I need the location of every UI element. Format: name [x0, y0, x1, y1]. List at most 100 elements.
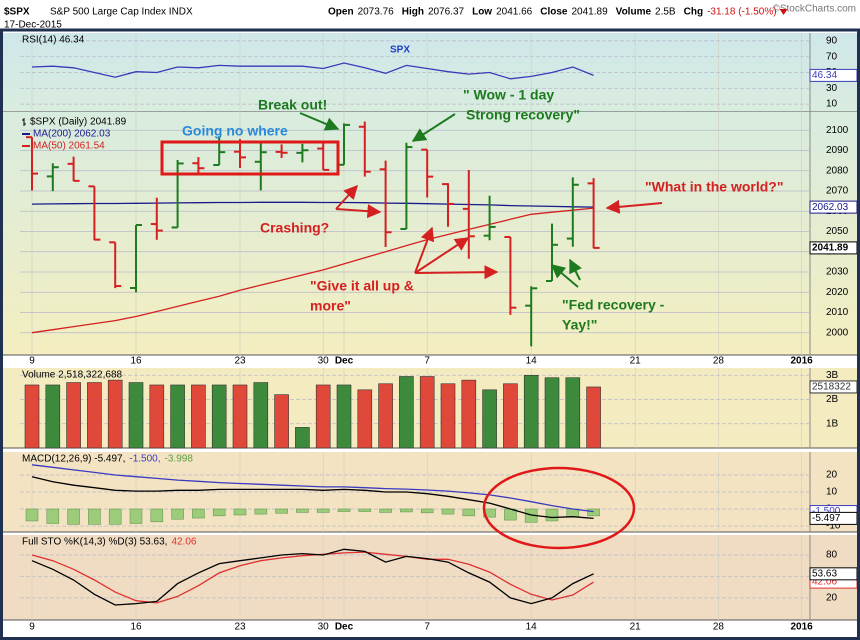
- x-tick-label: 21: [630, 356, 642, 367]
- series-line: [31, 201, 594, 208]
- last-value-label: 2518322: [812, 382, 851, 393]
- arrow: [299, 112, 340, 131]
- x-tick-label: 30: [318, 356, 330, 367]
- annotation: Crashing?: [260, 220, 329, 236]
- histogram-bar: [358, 508, 372, 512]
- annotation: Strong recovery": [466, 107, 580, 123]
- histogram-bar: [88, 508, 101, 525]
- y-tick-label: 10: [826, 99, 838, 110]
- annotation: " Wow - 1 day: [463, 87, 554, 103]
- y-tick-label: 2070: [826, 186, 849, 197]
- volume-bar: [211, 384, 227, 449]
- y-tick-label: -10: [826, 521, 841, 532]
- x-tick-label: 28: [713, 356, 725, 367]
- quote-value: 2041.89: [571, 7, 608, 18]
- volume-bar: [87, 382, 102, 449]
- histogram-bar: [316, 508, 330, 513]
- annotation: Yay!": [562, 317, 597, 333]
- last-value-label: 42.06: [812, 577, 837, 588]
- volume-bar: [274, 394, 289, 449]
- volume-bar: [440, 383, 456, 449]
- volume-bar: [45, 384, 61, 449]
- x-tick-label: 23: [234, 356, 246, 367]
- histogram-bar: [171, 508, 184, 520]
- volume-bar: [107, 379, 123, 449]
- quote-label: Low: [472, 7, 492, 18]
- arrow: [411, 113, 456, 142]
- panel-label: -1.500,: [129, 454, 160, 465]
- arrow: [335, 184, 358, 210]
- down-triangle: [779, 9, 788, 15]
- histogram-bar: [587, 508, 600, 517]
- volume-bar: [253, 382, 269, 449]
- last-value-label: 53.63: [812, 568, 837, 579]
- panel-background: [3, 535, 858, 620]
- y-tick-label: 1B: [826, 418, 839, 429]
- volume-bar: [523, 374, 539, 449]
- quote-label: High: [402, 7, 424, 18]
- panel-label: RSI(14) 46.34: [22, 35, 85, 46]
- annotations: SPX Break out! " Wow - 1 day Strong reco…: [160, 45, 783, 550]
- panel-label: Full STO %K(14,3) %D(3) 53.63,: [22, 537, 167, 548]
- quote-value: -31.18 (-1.50%): [707, 7, 776, 18]
- histogram-bar: [545, 508, 559, 522]
- plot-area: 1030507090RSI(14) 46.3420002010202020302…: [3, 33, 858, 637]
- annotation: more": [310, 298, 351, 314]
- quote-value: 2073.76: [358, 7, 395, 18]
- x-tick-label: 9: [29, 356, 35, 367]
- histogram-bar: [400, 508, 413, 513]
- histogram-bar: [108, 508, 122, 525]
- x-tick-label: 30: [318, 622, 330, 633]
- y-tick-label: 90: [826, 36, 838, 47]
- volume-bar: [170, 384, 185, 449]
- y-tick-label: 10: [826, 487, 838, 498]
- volume-bar: [191, 384, 206, 449]
- axis-band: [3, 620, 858, 637]
- series-line: [31, 551, 594, 604]
- chart-title: SPX: [390, 45, 410, 56]
- annotation: "What in the world?": [645, 179, 783, 195]
- arrow: [414, 265, 499, 280]
- highlight-ellipse: [482, 466, 636, 550]
- x-tick-label: Dec: [335, 356, 354, 367]
- panel-label: MACD(12,26,9) -5.497,: [22, 454, 125, 465]
- x-tick-label: 16: [130, 356, 142, 367]
- histogram-bar: [296, 508, 309, 513]
- quote-value: 2041.66: [496, 7, 533, 18]
- series-line: [31, 207, 594, 334]
- quote-label: Close: [540, 7, 568, 18]
- histogram-bar: [275, 508, 288, 514]
- volume-bar: [544, 377, 560, 449]
- arrow: [605, 199, 663, 214]
- quote-value: 2076.37: [428, 7, 465, 18]
- histogram-bar: [379, 508, 392, 513]
- y-tick-label: 70: [826, 51, 838, 62]
- x-tick-label: Dec: [335, 622, 354, 633]
- date: 17-Dec-2015: [4, 20, 62, 31]
- y-tick-label: 80: [826, 550, 838, 561]
- histogram-bar: [233, 508, 247, 516]
- x-tick-label: 28: [713, 622, 725, 633]
- series-line: [31, 464, 594, 513]
- volume-bar: [232, 384, 248, 449]
- volume-bar: [399, 376, 414, 449]
- x-tick-label: 14: [526, 622, 538, 633]
- series-line: [31, 476, 594, 520]
- legend-icon: [22, 118, 26, 126]
- annotation: Going no where: [182, 123, 288, 139]
- volume-bar: [315, 384, 331, 449]
- last-value-label: 2062.03: [812, 202, 849, 213]
- volume-bar: [565, 377, 581, 449]
- arrow: [569, 258, 582, 281]
- volume-bar: [357, 389, 373, 449]
- watermark: ©StockCharts.com: [772, 4, 856, 15]
- y-tick-label: 2090: [826, 145, 849, 156]
- quote-label: Open: [328, 7, 354, 18]
- legend-label: MA(50) 2061.54: [33, 141, 105, 152]
- volume-bar: [66, 382, 81, 449]
- volume-bar: [378, 383, 393, 449]
- y-tick-label: 2B: [826, 394, 839, 405]
- volume-bar: [461, 379, 477, 449]
- y-tick-label: 30: [826, 83, 838, 94]
